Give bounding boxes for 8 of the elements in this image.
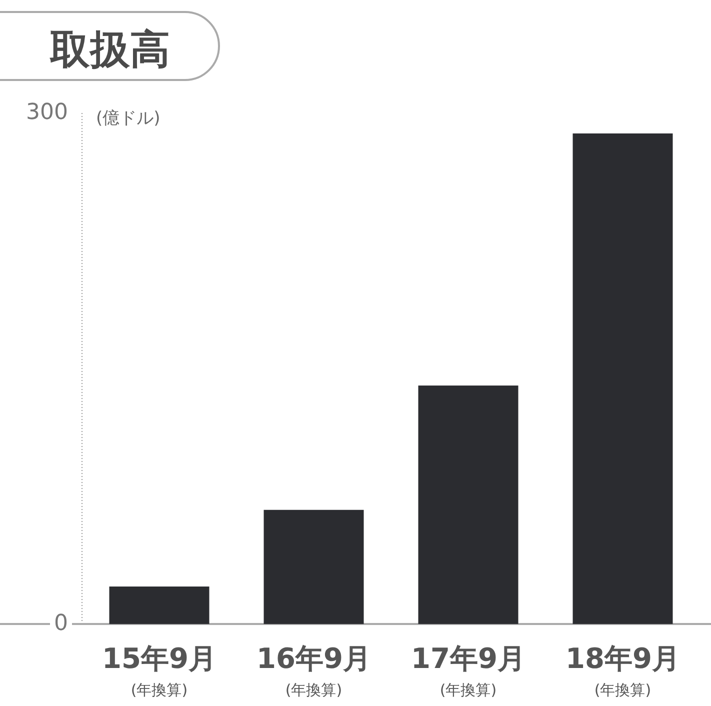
chart-title: 取扱高 <box>49 27 170 73</box>
y-axis-title: (億ドル) <box>96 108 160 129</box>
x-tick-label: 17年9月 (年換算) <box>411 642 526 699</box>
y-tick-label: 0 <box>54 611 68 636</box>
y-tick-label: 300 <box>26 100 68 126</box>
x-tick-label: 15年9月 (年換算) <box>102 642 216 699</box>
x-tick-label: 18年9月 (年換算) <box>566 642 680 699</box>
x-tick-label: 16年9月 (年換算) <box>256 642 371 699</box>
